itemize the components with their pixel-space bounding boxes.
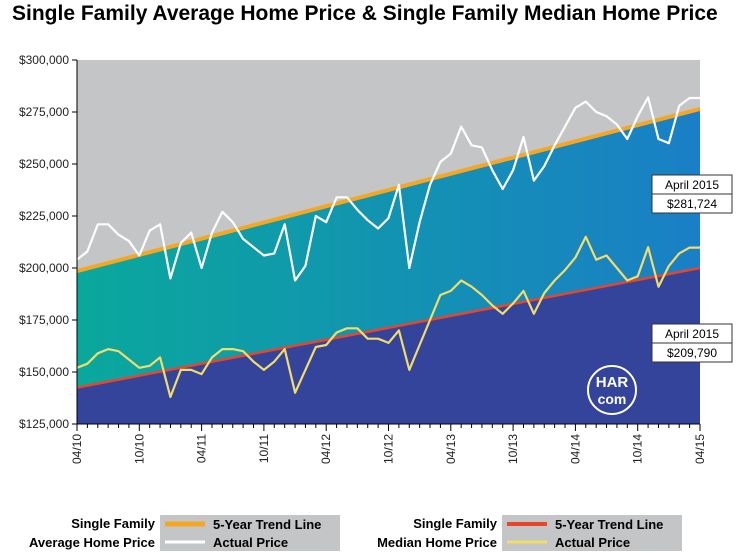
x-tick-label: 10/12 xyxy=(382,434,396,464)
average-callout: April 2015 $281,724 xyxy=(651,174,733,214)
median-callout: April 2015 $209,790 xyxy=(651,323,733,363)
x-tick-label: 04/14 xyxy=(568,434,582,464)
chart-title: Single Family Average Home Price & Singl… xyxy=(12,2,718,25)
legend-median-box xyxy=(502,515,682,551)
x-tick-label: 10/10 xyxy=(132,434,146,464)
legend-median-actual-label: Actual Price xyxy=(555,535,630,550)
x-axis: 04/10 10/10 04/11 10/11 04/12 10/12 04/13 10/13… xyxy=(70,423,707,464)
median-actual-line xyxy=(76,235,700,399)
legend-median-title-2: Median Home Price xyxy=(377,535,497,550)
y-tick-label: $225,000 xyxy=(19,209,69,223)
har-logo: HAR com xyxy=(587,365,637,415)
logo-text-har: HAR xyxy=(596,374,629,391)
y-tick-label: $175,000 xyxy=(19,313,69,327)
average-actual-line xyxy=(76,96,700,282)
y-tick-label: $125,000 xyxy=(19,417,69,431)
logo-text-com: com xyxy=(598,391,627,407)
median-callout-period: April 2015 xyxy=(665,327,719,341)
legend-average-title-1: Single Family xyxy=(71,516,156,531)
legend-average-box xyxy=(160,515,340,551)
x-tick-label: 04/11 xyxy=(195,434,209,463)
x-tick-label: 04/12 xyxy=(319,434,333,464)
legend-median-trend-label: 5-Year Trend Line xyxy=(555,517,663,532)
legend-average-actual-label: Actual Price xyxy=(213,535,288,550)
median-trend-line xyxy=(76,266,701,389)
x-tick-label: 10/11 xyxy=(257,434,271,463)
legend-average: Single Family Average Home Price 5-Year … xyxy=(29,515,340,551)
x-tick-label: 04/15 xyxy=(693,434,707,464)
x-tick-label: 04/13 xyxy=(444,434,458,464)
average-callout-value: $281,724 xyxy=(667,197,717,211)
legend-average-trend-label: 5-Year Trend Line xyxy=(213,517,321,532)
y-tick-label: $250,000 xyxy=(19,157,69,171)
x-tick-label: 04/10 xyxy=(70,434,84,464)
plot-area xyxy=(76,60,701,424)
x-tick-label: 10/14 xyxy=(631,434,645,464)
y-tick-label: $150,000 xyxy=(19,365,69,379)
y-tick-label: $300,000 xyxy=(19,53,69,67)
legend-median-title-1: Single Family xyxy=(413,516,498,531)
average-callout-period: April 2015 xyxy=(665,178,719,192)
median-callout-value: $209,790 xyxy=(667,346,717,360)
y-tick-label: $275,000 xyxy=(19,105,69,119)
legend-median: Single Family Median Home Price 5-Year T… xyxy=(377,515,682,551)
x-tick-label: 10/13 xyxy=(506,434,520,464)
legend-average-title-2: Average Home Price xyxy=(29,535,155,550)
median-trend-area xyxy=(77,268,700,424)
y-tick-label: $200,000 xyxy=(19,261,69,275)
y-axis: $125,000 $150,000 $175,000 $200,000 $225,000… xyxy=(19,53,78,431)
